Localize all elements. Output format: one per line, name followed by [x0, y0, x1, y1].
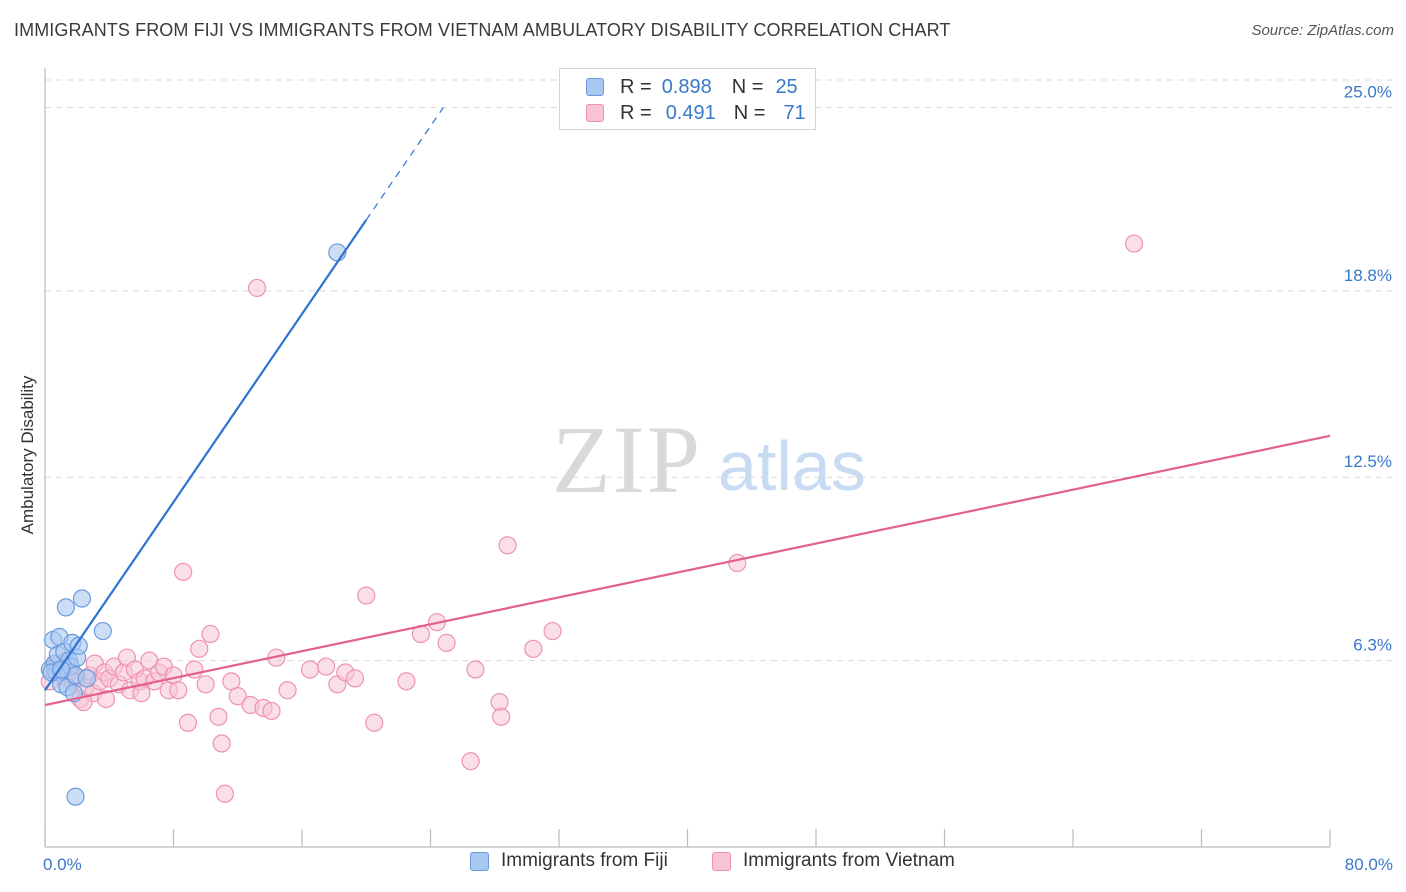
x-tick-label: 80.0% [1345, 855, 1393, 874]
fiji-trend-extension [365, 107, 444, 221]
vietnam-point [365, 713, 384, 732]
vietnam-point [196, 675, 215, 694]
vietnam-point [169, 681, 188, 700]
vietnam-point [498, 536, 517, 555]
vietnam-point [247, 278, 267, 298]
r-value-vietnam: 0.491 [665, 101, 716, 124]
fiji-point [69, 636, 88, 655]
x-tick-labels: 0.0% 80.0% [43, 855, 1393, 874]
n-value-vietnam: 71 [783, 101, 806, 124]
grid [45, 79, 1392, 662]
fiji-trend-line [44, 219, 368, 691]
vietnam-point [300, 660, 320, 679]
vietnam-point [178, 713, 198, 732]
vietnam-point [262, 701, 281, 721]
vietnam-point [437, 633, 456, 652]
y-tick-label: 18.8% [1344, 266, 1392, 285]
fiji-swatch [586, 78, 604, 96]
y-tick-label: 12.5% [1344, 452, 1392, 471]
vietnam-point [278, 681, 297, 700]
vietnam-point [174, 562, 193, 582]
stats-legend: R = 0.898 N = 25 R = 0.491 N = 71 [559, 68, 816, 130]
x-tick-label: 0.0% [43, 855, 82, 874]
y-tick-label: 25.0% [1344, 82, 1392, 101]
vietnam-swatch [586, 104, 604, 122]
vietnam-legend-swatch [712, 851, 731, 871]
stats-row-vietnam: R = 0.491 N = 71 [586, 100, 806, 126]
stats-row-fiji: R = 0.898 N = 25 [586, 74, 798, 100]
fiji-points [40, 243, 347, 806]
axes [44, 68, 1331, 848]
vietnam-point [524, 639, 543, 658]
vietnam-point [728, 553, 747, 573]
vietnam-point [190, 639, 209, 658]
vietnam-point [215, 784, 234, 803]
vietnam-point [543, 621, 562, 641]
vietnam-point [357, 586, 376, 605]
legend-item-fiji: Immigrants from Fiji [470, 850, 668, 872]
y-tick-labels: 6.3% 12.5% 18.8% 25.0% [1344, 82, 1392, 654]
legend-label-fiji: Immigrants from Fiji [501, 850, 668, 871]
vietnam-point [212, 734, 231, 753]
r-value-fiji: 0.898 [661, 75, 712, 98]
vietnam-point [132, 684, 151, 703]
legend-label-vietnam: Immigrants from Vietnam [743, 850, 955, 871]
y-tick-label: 6.3% [1353, 636, 1392, 655]
fiji-point [72, 589, 92, 608]
vietnam-point [345, 669, 365, 688]
n-label: N = [733, 101, 766, 124]
vietnam-point [316, 657, 336, 676]
fiji-point [56, 598, 75, 617]
fiji-point [93, 621, 112, 641]
vietnam-point [201, 624, 220, 644]
vietnam-point [466, 660, 485, 679]
vietnam-points [40, 234, 1144, 803]
legend-item-vietnam: Immigrants from Vietnam [712, 850, 955, 872]
vietnam-point [209, 707, 228, 726]
fiji-point [77, 669, 96, 688]
vietnam-point [1124, 234, 1144, 253]
r-label: R = [620, 75, 652, 98]
n-value-fiji: 25 [775, 75, 798, 98]
watermark: ZIP atlas [552, 406, 866, 513]
chart-title: IMMIGRANTS FROM FIJI VS IMMIGRANTS FROM … [14, 20, 951, 40]
vietnam-trend-line [44, 434, 1331, 707]
series-legend: Immigrants from Fiji Immigrants from Vie… [0, 850, 1406, 878]
source-label: Source: ZipAtlas.com [1251, 22, 1394, 39]
fiji-legend-swatch [470, 851, 489, 871]
n-label: N = [731, 75, 764, 98]
y-axis-label: Ambulatory Disability [18, 375, 37, 535]
r-label: R = [620, 101, 652, 124]
vietnam-point [461, 752, 480, 771]
trend-lines [44, 107, 1331, 707]
watermark-atlas: atlas [718, 427, 866, 505]
vietnam-point [96, 689, 116, 709]
fiji-point [66, 787, 85, 806]
vietnam-point [228, 687, 247, 706]
vietnam-point [397, 672, 416, 691]
vietnam-point [492, 707, 511, 726]
watermark-zip: ZIP [552, 406, 702, 513]
